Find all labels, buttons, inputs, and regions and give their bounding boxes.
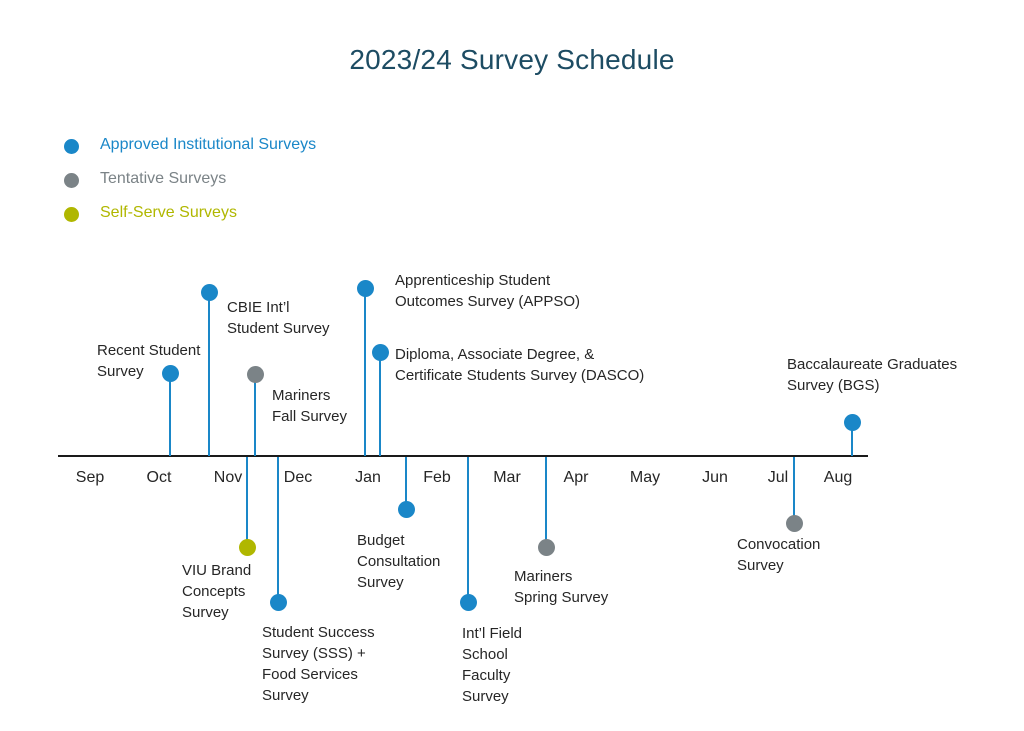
event-label-line: Survey [357,574,404,591]
event-label-line: Survey [462,688,509,705]
event-label-line: Recent Student [97,342,201,359]
event-dot-approved [200,283,218,301]
event-label-line: Survey [262,687,309,704]
event-stem [364,288,366,456]
event-dot-approved [843,413,861,431]
event-stem [793,457,795,523]
event-label-line: Int’l Field [462,625,523,642]
legend-item-label: Self-Serve Surveys [100,204,237,221]
event-label-line: Concepts [182,583,246,600]
month-label-oct: Oct [146,469,172,486]
event-label: Baccalaureate Graduates Survey (BGS) [787,354,957,396]
month-label-feb: Feb [423,469,451,486]
legend-item-label: Tentative Surveys [100,170,227,187]
event-stem [254,374,256,456]
event-label: VIU Brand Concepts Survey [182,560,251,623]
event-label-line: Consultation [357,553,441,570]
event-label-line: School [462,646,508,663]
event-label-line: VIU Brand [182,562,252,579]
event-stem [851,422,853,456]
event-label-line: Survey [182,604,229,621]
month-label-nov: Nov [213,469,243,486]
event-label-line: Mariners [272,387,331,404]
event-stem [208,292,210,456]
event-label-line: Food Services [262,666,358,683]
legend-dot-icon [64,207,79,222]
event-label-line: Spring Survey [514,589,609,606]
event-label-line: Baccalaureate Graduates [787,356,958,373]
event-label-line: Apprenticeship Student [395,272,551,289]
month-label-may: May [629,469,661,486]
event-dot-approved [269,593,287,611]
event-label: Convocation Survey [737,534,820,576]
month-label-dec: Dec [283,469,313,486]
event-label-line: CBIE Int’l [227,299,290,316]
event-label: Diploma, Associate Degree, & Certificate … [395,344,644,386]
event-label-line: Budget [357,532,405,549]
month-label-jan: Jan [355,469,381,486]
month-label-aug: Aug [823,469,853,486]
event-label: Mariners Fall Survey [272,385,347,427]
event-label: Recent Student Survey [97,340,200,382]
event-label-line: Student Survey [227,320,330,337]
event-dot-self_serve [238,538,256,556]
event-stem [467,457,469,602]
event-dot-approved [161,364,179,382]
event-label-line: Survey [737,557,784,574]
event-label-line: Outcomes Survey (APPSO) [395,293,581,310]
event-label: Student Success Survey (SSS) + Food Servic… [262,622,375,706]
event-label: Int’l Field School Faculty Survey [462,623,522,707]
event-label: Apprenticeship Student Outcomes Survey (A… [395,270,580,312]
month-label-mar: Mar [493,469,521,486]
event-stem [277,457,279,602]
legend-dot-icon [64,173,79,188]
event-label-line: Survey (BGS) [787,377,880,394]
event-dot-approved [397,500,415,518]
event-label-line: Survey (SSS) + [262,645,366,662]
event-stem [405,457,407,509]
event-dot-tentative [246,365,264,383]
event-dot-approved [356,279,374,297]
event-stem [246,457,248,547]
event-dot-tentative [537,538,555,556]
event-stem [169,373,171,456]
event-label-line: Certificate Students Survey (DASCO) [395,367,645,384]
legend-dot-icon [64,139,79,154]
month-label-sep: Sep [75,469,105,486]
event-label-line: Faculty [462,667,511,684]
month-label-apr: Apr [563,469,589,486]
event-label-line: Student Success [262,624,375,641]
event-stem [545,457,547,547]
event-label-line: Survey [97,363,144,380]
month-label-jul: Jul [767,469,789,486]
month-label-jun: Jun [702,469,728,486]
page-title: 2023/24 Survey Schedule [349,44,675,75]
event-label-line: Convocation [737,536,821,553]
event-label: Budget Consultation Survey [357,530,440,593]
event-label-line: Fall Survey [272,408,348,425]
event-label: Mariners Spring Survey [514,566,608,608]
event-dot-approved [459,593,477,611]
event-dot-tentative [785,514,803,532]
timeline-axis-line [58,455,868,457]
event-dot-approved [371,343,389,361]
event-label: CBIE Int’l Student Survey [227,297,330,339]
event-stem [379,352,381,456]
event-label-line: Diploma, Associate Degree, & [395,346,595,363]
event-label-line: Mariners [514,568,573,585]
legend-item-label: Approved Institutional Surveys [100,136,317,153]
